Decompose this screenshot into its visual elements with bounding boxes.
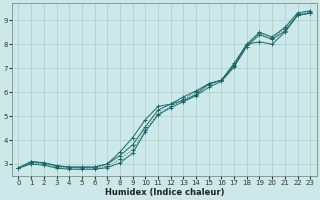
- X-axis label: Humidex (Indice chaleur): Humidex (Indice chaleur): [105, 188, 224, 197]
